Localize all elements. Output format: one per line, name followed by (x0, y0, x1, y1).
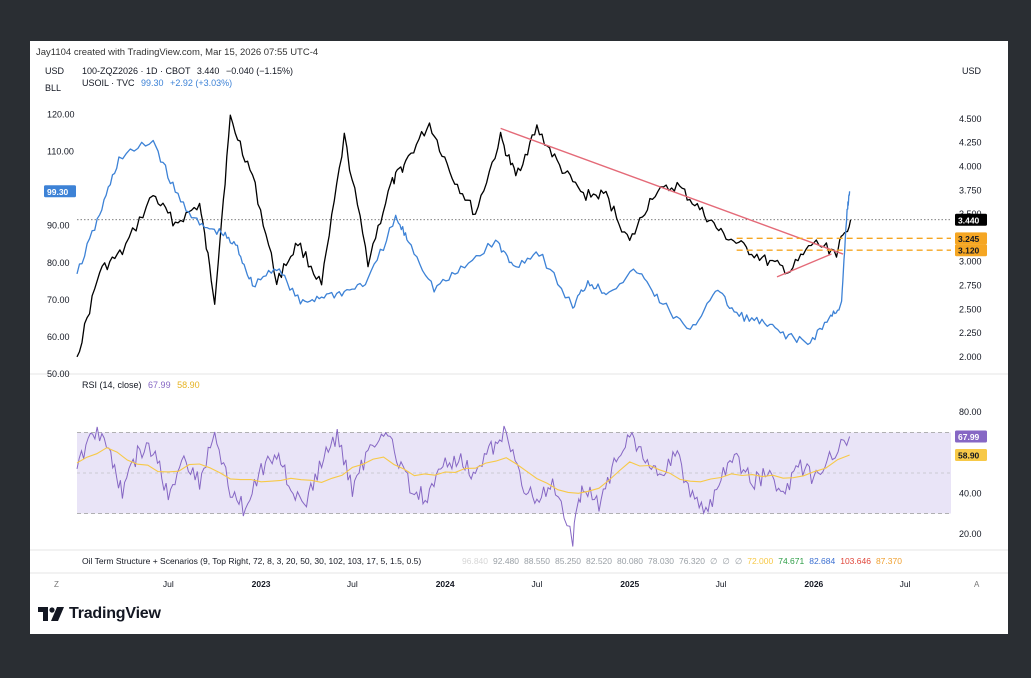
main-pane[interactable] (77, 63, 951, 374)
axis-group: 120.00 110.00 90.00 80.00 70.00 60.00 50.00 4.5… (47, 110, 982, 589)
tradingview-logo[interactable]: TradingView (38, 605, 161, 623)
indicator-value: 85.250 (555, 556, 581, 566)
secondary-legend[interactable]: USOIL · TVC 99.30 +2.92 (+3.03%) (82, 78, 232, 88)
indicator-legend-values: 96.840 92.480 88.550 85.250 82.520 80.080 78.0… (462, 556, 902, 566)
left-unit-label: USD (45, 66, 65, 76)
usoil-last-price-label-bg (44, 185, 76, 198)
indicator-value: 88.550 (524, 556, 550, 566)
level-label: 3.245 (958, 234, 980, 244)
indicator-value: ∅ (722, 556, 730, 566)
series-group (76, 114, 852, 547)
rsi-ma-line[interactable] (76, 447, 850, 494)
primary-legend-change: −0.040 (−1.15%) (226, 66, 293, 76)
zq-last-price-label-bg (955, 213, 987, 226)
level-label-bg (955, 244, 987, 257)
price-label-group: 3.440 99.30 3.245 3.120 67.99 58.90 (44, 185, 987, 461)
rsi-axis-tick: 20.00 (959, 529, 982, 539)
rsi-legend-ma-value: 58.90 (177, 380, 200, 390)
left-unit-sub-label: BLL (45, 83, 61, 93)
secondary-legend-name: USOIL · TVC (82, 78, 135, 88)
time-axis-tick: Jul (347, 579, 358, 589)
rsi-legend[interactable]: RSI (14, close) 67.99 58.90 (82, 380, 200, 390)
time-axis-tick: 2024 (436, 579, 455, 589)
left-axis-tick: 70.00 (47, 295, 70, 305)
chart-credit: Jay1104 created with TradingView.com, Ma… (36, 47, 319, 58)
secondary-legend-value: 99.30 (141, 78, 164, 88)
trendline[interactable] (776, 253, 832, 278)
left-axis-tick: 80.00 (47, 258, 70, 268)
left-axis-tick: 120.00 (47, 110, 75, 120)
secondary-legend-change: +2.92 (+3.03%) (170, 78, 232, 88)
indicator-value: ∅ (710, 556, 718, 566)
rsi-ma-last-label-bg (955, 448, 987, 461)
indicator-value: 103.646 (840, 556, 871, 566)
primary-legend[interactable]: 100-ZQZ2026 · 1D · CBOT 3.440 −0.040 (−1… (82, 66, 293, 76)
indicator-value: 82.520 (586, 556, 612, 566)
usoil-price-line[interactable] (76, 139, 851, 346)
chart-canvas[interactable]: 120.00 110.00 90.00 80.00 70.00 60.00 50.00 4.5… (30, 41, 1008, 601)
right-axis-tick: 2.500 (959, 304, 982, 314)
time-axis-tick: Jul (716, 579, 727, 589)
primary-legend-name: 100-ZQZ2026 · 1D · CBOT (82, 66, 191, 76)
right-axis-tick: 2.250 (959, 328, 982, 338)
rsi-ma-last-label: 58.90 (958, 450, 980, 460)
right-unit-label: USD (962, 66, 982, 76)
indicator-value: 80.080 (617, 556, 643, 566)
trendline[interactable] (500, 127, 844, 255)
tradingview-icon (38, 607, 64, 621)
time-axis-tick: Jul (163, 579, 174, 589)
right-axis-tick: 2.750 (959, 280, 982, 290)
usoil-last-price-label: 99.30 (47, 187, 69, 197)
rsi-line[interactable] (76, 425, 851, 547)
right-axis-tick: 3.000 (959, 257, 982, 267)
indicator-value: 82.684 (809, 556, 835, 566)
right-axis-tick: 4.250 (959, 138, 982, 148)
indicator-value: ∅ (735, 556, 743, 566)
zq-last-price-label: 3.440 (958, 215, 980, 225)
indicator-value: 92.480 (493, 556, 519, 566)
indicator-legend-name[interactable]: Oil Term Structure + Scenarios (9, Top R… (82, 556, 421, 566)
right-axis-tick: 4.500 (959, 114, 982, 124)
right-axis-tick: 2.000 (959, 352, 982, 362)
brand-name: TradingView (69, 605, 161, 622)
right-axis-tick: 3.750 (959, 185, 982, 195)
left-axis-tick: 60.00 (47, 332, 70, 342)
rsi-last-label-bg (955, 430, 987, 443)
rsi-legend-name: RSI (14, close) (82, 380, 142, 390)
right-axis-tick: 4.000 (959, 161, 982, 171)
time-axis-tick: 2023 (252, 579, 271, 589)
time-axis-tick: 2026 (804, 579, 823, 589)
rsi-axis-tick: 40.00 (959, 488, 982, 498)
time-axis-reset-button[interactable]: Z (54, 580, 59, 589)
rsi-band-fill (77, 432, 951, 514)
left-axis-tick: 90.00 (47, 221, 70, 231)
time-axis-auto-button[interactable]: A (974, 580, 980, 589)
level-label-bg (955, 232, 987, 245)
indicator-value: 72.000 (747, 556, 773, 566)
time-axis-tick: Jul (532, 579, 543, 589)
rsi-legend-value: 67.99 (148, 380, 171, 390)
rsi-axis-tick: 80.00 (959, 407, 982, 417)
rsi-band-group (77, 432, 951, 514)
time-axis-tick: Jul (900, 579, 911, 589)
level-label: 3.120 (958, 246, 980, 256)
left-axis-tick: 110.00 (47, 147, 74, 157)
left-axis-tick: 50.00 (47, 369, 70, 379)
time-axis-tick: 2025 (620, 579, 639, 589)
zq-price-line[interactable] (76, 114, 852, 358)
overlay-group (500, 127, 951, 278)
indicator-value: 76.320 (679, 556, 705, 566)
indicator-value: 96.840 (462, 556, 488, 566)
indicator-value: 87.370 (876, 556, 902, 566)
primary-legend-value: 3.440 (197, 66, 220, 76)
chart-frame: Jay1104 created with TradingView.com, Ma… (30, 41, 1008, 634)
indicator-value: 74.671 (778, 556, 804, 566)
indicator-value: 78.030 (648, 556, 674, 566)
rsi-last-label: 67.99 (958, 432, 980, 442)
